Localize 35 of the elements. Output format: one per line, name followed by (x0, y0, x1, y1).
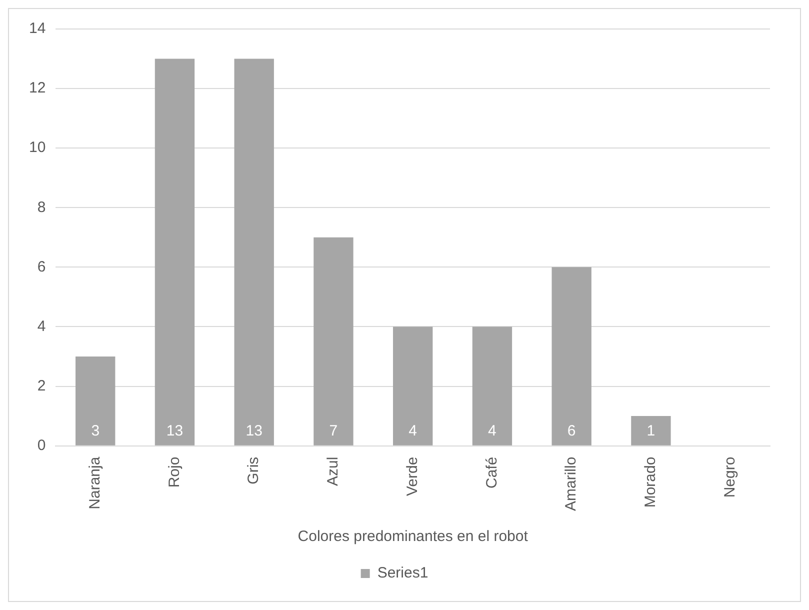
x-tick-label: Rojo (166, 456, 183, 488)
y-tick-label: 8 (37, 198, 46, 216)
x-axis-title: Colores predominantes en el robot (298, 528, 529, 546)
bar (552, 267, 592, 446)
x-tick-label: Amarillo (562, 456, 580, 512)
x-tick-label: Gris (245, 456, 262, 484)
text: 3 (91, 422, 100, 440)
y-tick-label: 6 (37, 258, 46, 276)
y-tick-label: 14 (28, 20, 46, 38)
y-tick-label: 4 (37, 318, 46, 335)
text: 4 (488, 422, 496, 440)
bar (393, 326, 433, 446)
text: 1 (646, 422, 656, 440)
bar (472, 326, 512, 446)
legend-label: Series1 (377, 564, 428, 582)
x-tick-label: Negro (721, 456, 738, 498)
bar (314, 237, 354, 446)
y-tick-label: 2 (37, 377, 46, 394)
bar (76, 356, 116, 446)
x-tick-label: Azul (324, 456, 342, 486)
text: 6 (567, 422, 576, 440)
y-tick-label: 0 (37, 436, 46, 454)
text: 7 (329, 422, 338, 440)
text: 4 (408, 422, 418, 440)
bar (234, 58, 274, 446)
x-tick-label: Naranja (86, 456, 104, 510)
bar (154, 58, 195, 446)
y-tick-label: 10 (28, 139, 46, 156)
x-tick-label: Verde (404, 456, 421, 496)
x-tick-label: Café (483, 456, 500, 489)
x-tick-label: Morado (642, 456, 660, 508)
bar (631, 416, 671, 446)
y-tick-label: 12 (28, 80, 46, 97)
text: 13 (246, 422, 262, 440)
text: 13 (166, 422, 184, 440)
